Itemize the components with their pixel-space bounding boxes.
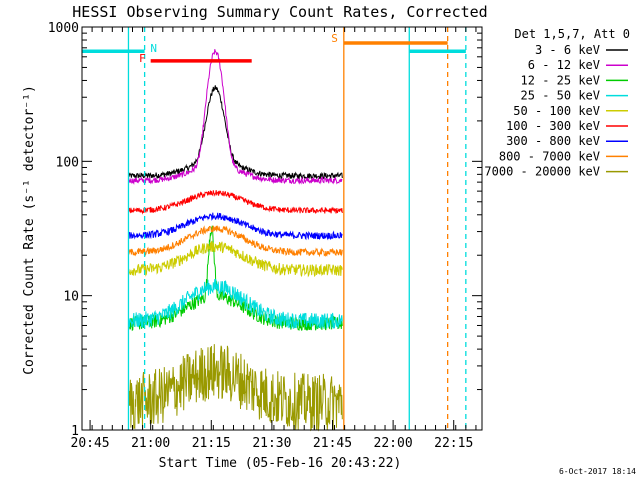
plot-frame	[81, 26, 483, 431]
y-tick-label-100: 100	[56, 155, 79, 170]
series-line-4	[128, 240, 343, 278]
series-line-5	[128, 190, 343, 215]
series-line-0	[128, 85, 343, 180]
y-axis: 1 10 100 1000	[48, 21, 482, 439]
legend-title: Det 1,5,7, Att 0	[514, 27, 630, 41]
legend-label-1: 6 - 12 keV	[528, 58, 600, 72]
x-tick-label-21:30: 21:30	[252, 436, 291, 451]
x-tick-label-20:45: 20:45	[71, 436, 110, 451]
legend-label-3: 25 - 50 keV	[521, 89, 600, 103]
x-tick-label-21:15: 21:15	[192, 436, 231, 451]
y-tick-label-1000: 1000	[48, 21, 79, 36]
legend-label-5: 100 - 300 keV	[506, 119, 600, 133]
series-line-7	[128, 225, 343, 258]
y-tick-label-10: 10	[63, 290, 79, 305]
chart-title: HESSI Observing Summary Count Rates, Cor…	[72, 3, 487, 21]
legend-label-2: 12 - 25 keV	[521, 73, 600, 87]
marker-label-n: N	[150, 42, 157, 55]
legend-label-6: 300 - 800 keV	[506, 134, 600, 148]
y-axis-label: Corrected Count Rate (s⁻¹ detector⁻¹)	[22, 85, 37, 375]
x-tick-label-22:15: 22:15	[434, 436, 473, 451]
legend-label-0: 3 - 6 keV	[535, 43, 600, 57]
series-line-6	[128, 212, 343, 241]
plot-area: FN S	[82, 27, 467, 432]
x-tick-label-21:00: 21:00	[131, 436, 170, 451]
x-axis-label: Start Time (05-Feb-16 20:43:22)	[159, 456, 402, 471]
series-line-2	[128, 225, 343, 332]
x-tick-label-21:45: 21:45	[313, 436, 352, 451]
marker-label-f: F	[139, 52, 146, 65]
series-line-8	[128, 344, 343, 432]
legend-label-7: 800 - 7000 keV	[499, 149, 600, 163]
y-tick-label-1: 1	[71, 424, 79, 439]
x-axis: 20:45 21:00 21:15 21:30 21:45 22:00 22:15	[71, 27, 477, 451]
legend-label-4: 50 - 100 keV	[513, 104, 600, 118]
legend-label-8: 7000 - 20000 keV	[484, 165, 600, 179]
series-line-1	[128, 49, 343, 185]
footer-date: 6-Oct-2017 18:14	[559, 467, 636, 476]
x-tick-label-22:00: 22:00	[374, 436, 413, 451]
series-line-3	[128, 279, 343, 329]
marker-label-s: S	[331, 32, 338, 45]
